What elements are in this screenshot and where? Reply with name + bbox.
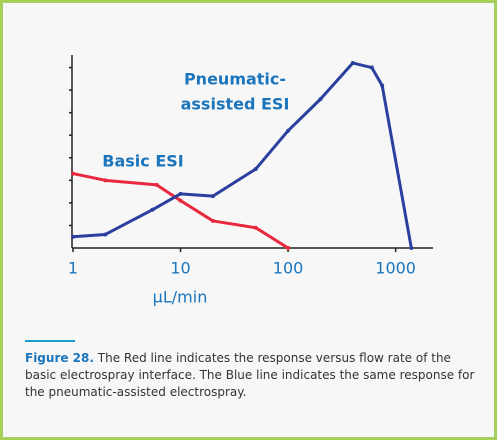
point (178, 191, 183, 196)
point (178, 198, 183, 203)
series-line (72, 61, 413, 249)
point (253, 225, 258, 230)
point (286, 128, 291, 133)
x-tick-label: 100 (273, 259, 304, 278)
x-tick-label: 1000 (375, 259, 416, 278)
point (103, 232, 108, 237)
point (318, 97, 323, 102)
point (210, 194, 215, 199)
point (71, 234, 75, 239)
point (409, 246, 414, 250)
caption: Figure 28. The Red line indicates the re… (25, 350, 475, 401)
caption-label: Figure 28. (25, 351, 94, 365)
point (150, 207, 155, 212)
x-tick-label: 10 (170, 259, 190, 278)
point (380, 83, 385, 88)
point (210, 218, 215, 223)
annotation: assisted ESI (181, 95, 290, 114)
point (103, 178, 108, 183)
annotation: Basic ESI (102, 152, 183, 171)
point (253, 167, 258, 172)
x-tick-label: 1 (68, 259, 78, 278)
point (154, 182, 159, 187)
caption-text: The Red line indicates the response vers… (25, 351, 475, 399)
caption-rule (25, 340, 75, 342)
point (350, 61, 355, 66)
point (369, 65, 374, 70)
series-line (72, 172, 289, 250)
point (286, 246, 291, 250)
annotation: Pneumatic- (184, 70, 286, 89)
point (71, 171, 75, 176)
x-axis-label: µL/min (153, 288, 208, 307)
